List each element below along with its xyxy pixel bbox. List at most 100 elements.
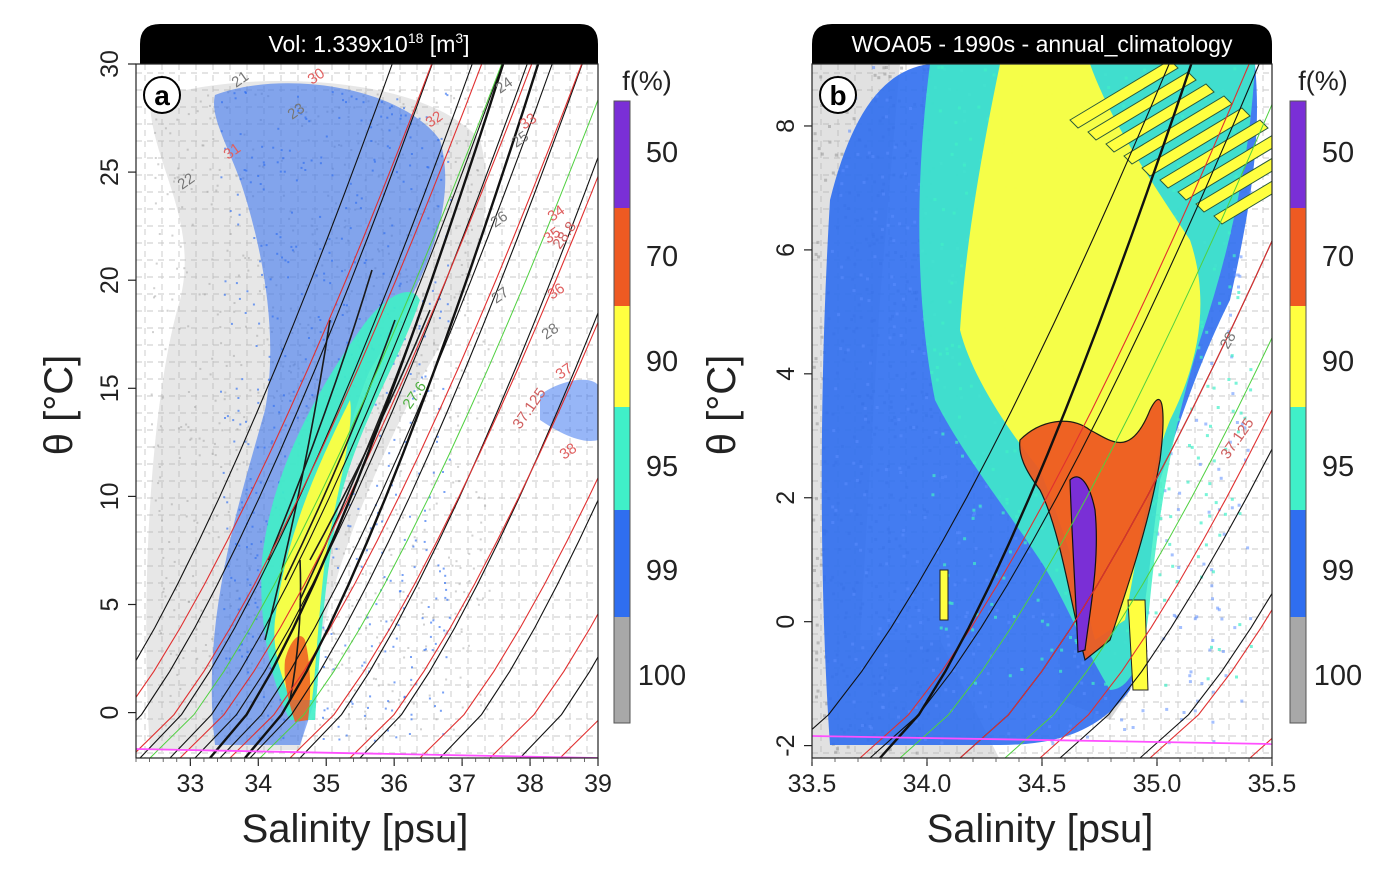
- panel-a-density-cell: [425, 116, 428, 119]
- panel-b-density-cell: [1201, 174, 1205, 178]
- panel-a-density-cell: [211, 638, 214, 641]
- panel-a-density-cell: [327, 689, 330, 692]
- panel-a-density-cell: [379, 304, 382, 306]
- panel-b-density-cell: [1168, 542, 1172, 546]
- panel-b-density-cell: [1246, 448, 1250, 452]
- panel-a-density-cell: [421, 617, 424, 620]
- panel-a-density-cell: [486, 708, 489, 711]
- panel-b-density-cell: [940, 65, 944, 69]
- panel-a-density-cell: [175, 588, 178, 591]
- colorbar-label: 90: [646, 346, 678, 378]
- panel-a-density-cell: [371, 169, 374, 172]
- sigma2-label: 37: [553, 360, 576, 383]
- panel-a-density-cell: [464, 139, 467, 142]
- panel-a-density-cell: [377, 430, 380, 433]
- panel-a-density-cell: [152, 331, 154, 334]
- panel-b-density-cell: [1179, 626, 1183, 629]
- panel-a-density-cell: [322, 338, 325, 341]
- panel-a-density-cell: [238, 597, 241, 600]
- panel-b-density-cell: [954, 142, 958, 146]
- panel-b-density-cell: [835, 455, 839, 458]
- panel-b-density-cell: [1228, 440, 1232, 444]
- panel-a-density-cell: [445, 678, 448, 681]
- panel-b-density-cell: [950, 343, 954, 347]
- panel-a-density-cell: [355, 201, 358, 204]
- panel-b-density-cell: [919, 646, 923, 650]
- panel-a-density-cell: [434, 705, 436, 708]
- panel-a-density-cell: [276, 317, 279, 320]
- panel-b-density-cell: [886, 223, 890, 227]
- panel-a-density-cell: [360, 119, 363, 122]
- panel-a-density-cell: [196, 657, 199, 660]
- panel-a-density-cell: [244, 312, 247, 314]
- panel-a-density-cell: [476, 417, 479, 420]
- panel-a-density-cell: [217, 536, 220, 539]
- panel-b-density-cell: [1202, 562, 1206, 566]
- sigma0-label: 28: [539, 320, 562, 343]
- panel-b-density-cell: [883, 72, 887, 76]
- panel-b-density-cell: [1207, 510, 1211, 514]
- panel-a-density-cell: [435, 718, 438, 721]
- panel-a-density-cell: [334, 663, 337, 666]
- panel-b-density-cell: [887, 619, 891, 622]
- panel-b-density-cell: [832, 429, 836, 433]
- panel-a-density-cell: [423, 335, 426, 338]
- panel-a-density-cell: [391, 113, 393, 116]
- panel-b-x-axis: 33.5 34.0 34.5 35.0 35.5: [788, 758, 1296, 798]
- panel-b-density-cell: [922, 351, 926, 355]
- panel-b-density-cell: [834, 750, 838, 754]
- panel-a-density-cell: [402, 607, 405, 610]
- sigma2-label: 30: [305, 65, 328, 88]
- panel-a-density-cell: [444, 574, 447, 577]
- density-region-90: [274, 400, 351, 700]
- neutral-density-line: [899, 103, 1272, 758]
- sigma2-isopycnal: [959, 239, 1272, 758]
- panel-a-density-cell: [442, 387, 445, 390]
- panel-b-density-cell: [1014, 536, 1018, 540]
- panel-b-density-cell: [984, 705, 987, 709]
- panel-a-density-cell: [244, 257, 247, 260]
- sigma2-isopycnal: [136, 64, 483, 753]
- colorbar-band: [614, 407, 630, 510]
- panel-a-density-cell: [367, 489, 370, 492]
- panel-b-density-cell: [892, 689, 896, 693]
- panel-a-density-cell: [243, 169, 246, 171]
- panel-b-density-cell: [957, 541, 961, 545]
- panel-b-density-cell: [1064, 591, 1068, 595]
- panel-b-density-cell: [909, 107, 912, 110]
- panel-b-density-cell: [1050, 613, 1054, 617]
- panel-a-density-cell: [423, 623, 425, 626]
- panel-a-density-cell: [169, 132, 172, 135]
- panel-b-density-cell: [1236, 296, 1240, 300]
- panel-a-density-cell: [304, 116, 307, 119]
- panel-a-density-cell: [454, 160, 457, 163]
- panel-a-density-cell: [247, 671, 250, 674]
- panel-b-density-cell: [849, 509, 853, 513]
- panel-a-density-cell: [337, 566, 339, 569]
- panel-a-density-cell: [351, 604, 354, 607]
- panel-b-density-cell: [1211, 597, 1214, 601]
- sigma2-label: 32: [423, 108, 446, 131]
- panel-b-density-cell: [1244, 458, 1247, 462]
- panel-a-density-cell: [195, 628, 198, 631]
- panel-a-density-cell: [347, 713, 350, 716]
- panel-a-density-cell: [410, 122, 412, 125]
- panel-b-density-cell: [873, 217, 877, 221]
- panel-b-density-cell: [1182, 90, 1186, 94]
- panel-b-density-cell: [1007, 620, 1011, 624]
- panel-a-density-cell: [453, 296, 456, 299]
- panel-a-density-cell: [468, 580, 471, 582]
- panel-a-y-axis-title: θ [°C]: [37, 355, 81, 455]
- panel-a-density-cell: [464, 125, 467, 128]
- panel-b-density-cell: [938, 352, 942, 356]
- panel-a-density-cell: [159, 425, 162, 428]
- panel-b-density-cell: [856, 152, 860, 156]
- panel-a-density-cell: [477, 603, 480, 606]
- panel-a-density-cell: [237, 274, 240, 277]
- sigma2-isopycnal: [229, 64, 583, 758]
- panel-b-density-cell: [914, 706, 918, 710]
- panel-b-density-cell: [815, 556, 819, 560]
- panel-a-density-cell: [153, 287, 156, 290]
- panel-a-density-cell: [428, 508, 431, 511]
- panel-a-density-cell: [308, 120, 311, 123]
